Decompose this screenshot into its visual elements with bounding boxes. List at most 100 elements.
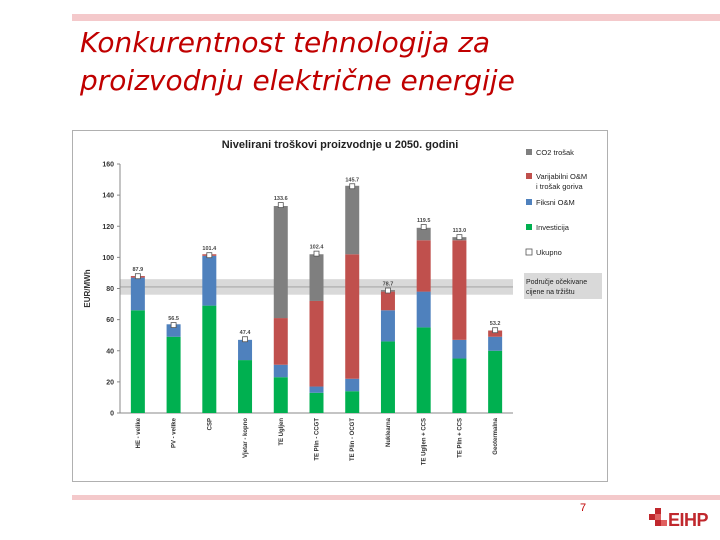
bar-segment xyxy=(488,330,503,337)
bar-segment xyxy=(345,391,360,413)
total-marker xyxy=(206,252,213,259)
page-number: 7 xyxy=(580,502,587,514)
bar-segment xyxy=(309,392,324,413)
y-axis-label: EUR/MWh xyxy=(83,269,92,307)
y-tick-label: 20 xyxy=(106,379,114,386)
legend-total-marker xyxy=(525,248,533,256)
bar-segment xyxy=(273,206,288,319)
y-tick-label: 120 xyxy=(102,224,114,231)
chart-frame: Nivelirani troškovi proizvodnje u 2050. … xyxy=(72,130,608,482)
total-marker xyxy=(313,250,320,257)
bar-segment xyxy=(238,339,253,361)
legend-swatch xyxy=(526,224,532,230)
bar-segment xyxy=(130,277,145,311)
legend-label: Fiksni O&M xyxy=(536,198,575,207)
x-category-label: TE Plin - OCGT xyxy=(350,418,356,461)
x-category-label: PV - velike xyxy=(172,417,178,448)
total-label: 53.2 xyxy=(490,321,501,327)
x-category-label: TE Plin - CCGT xyxy=(315,418,321,461)
total-label: 101.4 xyxy=(202,246,217,252)
total-label: 56.5 xyxy=(168,316,179,322)
legend-label: CO2 trošak xyxy=(536,148,574,157)
bar-segment xyxy=(273,377,288,413)
x-category-label: TE Ugljen + CCS xyxy=(422,418,428,465)
bar-segment xyxy=(452,358,467,413)
total-label: 47.4 xyxy=(240,330,252,336)
slide-title-line2: proizvodnju električne energije xyxy=(80,64,515,97)
bar-segment xyxy=(345,378,360,392)
total-label: 78.7 xyxy=(383,282,394,288)
bar-segment xyxy=(380,310,395,342)
bar-segment xyxy=(309,254,324,301)
bar-segment xyxy=(309,300,324,387)
logo-text: EIHP xyxy=(668,510,709,530)
y-tick-label: 0 xyxy=(110,411,114,418)
bar-segment xyxy=(488,336,503,351)
y-tick-label: 40 xyxy=(106,348,114,355)
bar-segment xyxy=(202,305,217,413)
total-marker xyxy=(456,234,463,241)
chart-svg: Nivelirani troškovi proizvodnje u 2050. … xyxy=(83,139,602,465)
bar-segment xyxy=(380,341,395,413)
x-category-label: CSP xyxy=(207,418,213,430)
bar-segment xyxy=(488,350,503,413)
total-marker xyxy=(349,183,356,190)
total-label: 119.5 xyxy=(417,218,430,224)
total-label: 113.0 xyxy=(453,228,466,234)
legend-swatch xyxy=(526,199,532,205)
logo-mark-icon xyxy=(649,508,667,526)
bar-segment xyxy=(166,336,181,413)
total-label: 87.9 xyxy=(133,267,144,273)
legend-label-line: i trošak goriva xyxy=(536,182,584,191)
bar-segment xyxy=(416,240,431,292)
total-marker xyxy=(385,287,391,294)
bar-segment xyxy=(452,339,467,359)
bar-segment xyxy=(273,364,288,378)
bar-segment xyxy=(238,360,253,413)
bar-segment xyxy=(416,227,431,241)
bar-segment xyxy=(309,386,324,393)
bar-segment xyxy=(130,310,145,413)
bar-segment xyxy=(273,318,288,365)
bar-segment xyxy=(166,324,181,337)
legend-swatch xyxy=(526,149,532,155)
total-marker xyxy=(420,224,427,230)
total-marker xyxy=(170,322,177,328)
bar-segment xyxy=(416,327,431,413)
slide-title-line1: Konkurentnost tehnologija za xyxy=(80,26,490,59)
y-tick-label: 80 xyxy=(106,286,114,293)
legend-label: Investicija xyxy=(536,223,570,232)
x-category-label: Geotermalna xyxy=(493,417,499,454)
bar-segment xyxy=(416,291,431,328)
total-label: 145.7 xyxy=(345,177,359,183)
legend-label-total: Ukupno xyxy=(536,248,562,257)
top-decor-bar xyxy=(72,14,720,21)
total-marker xyxy=(492,327,499,334)
legend-market-band xyxy=(524,273,602,299)
total-label: 133.6 xyxy=(274,196,288,202)
x-category-label: Nuklearna xyxy=(386,417,392,447)
chart-title: Nivelirani troškovi proizvodnje u 2050. … xyxy=(222,139,459,151)
eihp-logo: EIHP xyxy=(648,506,709,534)
legend-label-line: Varijabilni O&M xyxy=(536,172,587,181)
x-category-label: Vjetar - kopno xyxy=(243,418,249,458)
x-category-label: TE Plin + CCS xyxy=(457,418,463,458)
x-category-label: HE - velike xyxy=(136,417,142,448)
y-tick-label: 100 xyxy=(102,255,114,262)
bar-segment xyxy=(345,185,360,255)
total-marker xyxy=(134,273,141,280)
total-label: 102.4 xyxy=(310,245,325,251)
legend-market-label-2: cijene na tržištu xyxy=(526,289,575,296)
y-tick-label: 160 xyxy=(102,162,114,169)
slide-title: Konkurentnost tehnologija za proizvodnju… xyxy=(80,24,640,100)
bar-segment xyxy=(202,255,217,306)
bar-segment xyxy=(380,291,395,311)
total-marker xyxy=(277,202,284,208)
y-tick-label: 60 xyxy=(106,317,114,324)
y-tick-label: 140 xyxy=(102,193,114,200)
legend-label: Varijabilni O&M i trošak goriva xyxy=(536,172,587,191)
legend-swatch xyxy=(526,173,532,179)
x-category-label: TE Ugljen xyxy=(279,418,285,446)
bar-segment xyxy=(345,254,360,379)
total-marker xyxy=(242,336,248,343)
